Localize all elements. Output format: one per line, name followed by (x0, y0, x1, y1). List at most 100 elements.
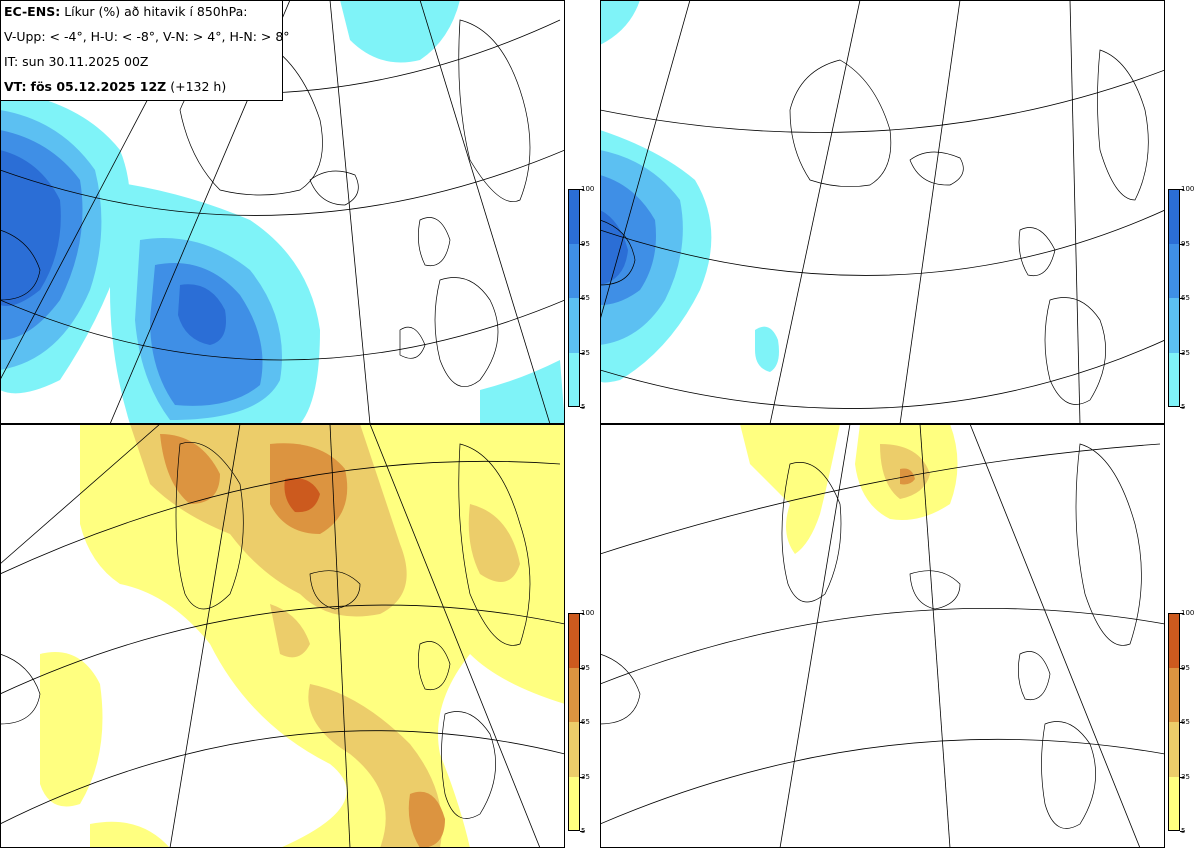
valid-time: fös 05.12.2025 12Z (30, 79, 167, 94)
title-line: EC-ENS: Líkur (%) að hitavik í 850hPa: (4, 4, 248, 19)
info-box: EC-ENS: Líkur (%) að hitavik í 850hPa: V… (0, 0, 290, 101)
coastlines (600, 49, 1149, 405)
colorbar-tick (580, 244, 584, 245)
prob-area-65-95 (408, 791, 445, 848)
colorbar-tick-label: 5 (1181, 827, 1186, 835)
prob-area-35-65 (270, 604, 310, 658)
colorbar-tick (1180, 407, 1184, 408)
colorbar-top-right: 100 95 65 35 5 (1168, 185, 1194, 411)
colorbar-tick (580, 613, 584, 614)
colorbar-tick (580, 722, 584, 723)
colorbar-tick-label: 95 (581, 664, 590, 672)
colorbar-segment (1168, 667, 1180, 722)
colorbar-tick-label: 35 (581, 349, 590, 357)
prob-area-5-35 (740, 424, 840, 554)
prob-area-5-35 (90, 821, 170, 848)
map-panel-bottom-left (0, 424, 565, 848)
colorbar-frame (568, 189, 580, 407)
coastlines (0, 442, 531, 819)
prob-area-5-35 (40, 652, 103, 807)
colorbar-segment (1168, 722, 1180, 777)
coastlines (600, 443, 1142, 829)
colorbar-tick (580, 353, 584, 354)
colorbar-segment (568, 776, 580, 831)
prob-area-5-35 (80, 424, 565, 848)
colorbar-tick (1180, 298, 1184, 299)
prob-area-35-65 (308, 684, 442, 848)
graticule (600, 0, 1165, 424)
colorbar-tick-label: 5 (581, 827, 586, 835)
issue-time: IT: sun 30.11.2025 00Z (4, 54, 149, 69)
colorbar-segment (1168, 776, 1180, 831)
map-panel-top-right (600, 0, 1165, 424)
colorbar-tick (1180, 777, 1184, 778)
prob-area-5-35 (600, 0, 640, 45)
colorbar-tick-label: 35 (1181, 349, 1190, 357)
prob-area-5-35 (755, 326, 779, 372)
prob-area-5-35 (340, 0, 460, 63)
colorbar-tick (1180, 613, 1184, 614)
colorbar-segment (1168, 298, 1180, 353)
colorbar-segment (568, 667, 580, 722)
graticule (0, 424, 565, 848)
colorbar-tick (1180, 244, 1184, 245)
colorbar-tick (1180, 668, 1184, 669)
map-panel-bottom-right (600, 424, 1165, 848)
colorbar-segment (568, 352, 580, 407)
model-name: EC-ENS: (4, 4, 61, 19)
title-text: Líkur (%) að hitavik í 850hPa: (64, 4, 248, 19)
colorbar-tick (580, 831, 584, 832)
colorbar-tick-label: 95 (1181, 240, 1190, 248)
colorbar-tick-label: 65 (1181, 294, 1190, 302)
lead-time: (+132 h) (170, 79, 227, 94)
colorbar-tick-label: 5 (1181, 403, 1186, 411)
graticule (600, 424, 1165, 848)
colorbar-tick (1180, 353, 1184, 354)
map-bottom-left (0, 424, 565, 848)
colorbar-tick-label: 100 (581, 185, 595, 193)
prob-area-5-35 (480, 360, 565, 424)
colorbar-tick (1180, 831, 1184, 832)
map-bottom-right (600, 424, 1165, 848)
colorbar-tick (580, 189, 584, 190)
colorbar-top-left: 100 95 65 35 5 (568, 185, 594, 411)
colorbar-tick-label: 65 (581, 718, 590, 726)
prob-area-35-65 (468, 504, 520, 582)
colorbar-segment (1168, 243, 1180, 298)
valid-label: VT: (4, 79, 27, 94)
thresholds-line: V-Upp: < -4°, H-U: < -8°, V-N: > 4°, H-N… (4, 29, 290, 44)
colorbar-tick (580, 668, 584, 669)
colorbar-segment (1168, 189, 1180, 244)
colorbar-tick-label: 95 (581, 240, 590, 248)
colorbar-segment (568, 243, 580, 298)
colorbar-tick-label: 100 (1181, 185, 1195, 193)
colorbar-tick-label: 100 (1181, 609, 1195, 617)
valid-time-line: VT: fös 05.12.2025 12Z (+132 h) (4, 79, 226, 94)
prob-area-95-100 (600, 210, 628, 285)
colorbar-frame (568, 613, 580, 831)
map-panel-top-left: EC-ENS: Líkur (%) að hitavik í 850hPa: V… (0, 0, 565, 424)
colorbar-tick (580, 777, 584, 778)
colorbar-segment (568, 613, 580, 668)
colorbar-tick-label: 95 (1181, 664, 1190, 672)
colorbar-tick-label: 65 (581, 294, 590, 302)
colorbar-tick (580, 298, 584, 299)
colorbar-tick-label: 65 (1181, 718, 1190, 726)
map-top-right (600, 0, 1165, 424)
colorbar-segment (568, 298, 580, 353)
colorbar-tick-label: 5 (581, 403, 586, 411)
colorbar-tick (580, 407, 584, 408)
colorbar-frame (1168, 613, 1180, 831)
colorbar-frame (1168, 189, 1180, 407)
colorbar-tick-label: 35 (1181, 773, 1190, 781)
colorbar-tick-label: 100 (581, 609, 595, 617)
colorbar-tick (1180, 722, 1184, 723)
colorbar-tick-label: 35 (581, 773, 590, 781)
colorbar-tick (1180, 189, 1184, 190)
colorbar-segment (568, 189, 580, 244)
colorbar-bottom-right: 100 95 65 35 5 (1168, 609, 1194, 835)
colorbar-segment (1168, 613, 1180, 668)
prob-area-95-100 (0, 150, 61, 306)
colorbar-segment (1168, 352, 1180, 407)
prob-area-95-100 (178, 284, 226, 345)
